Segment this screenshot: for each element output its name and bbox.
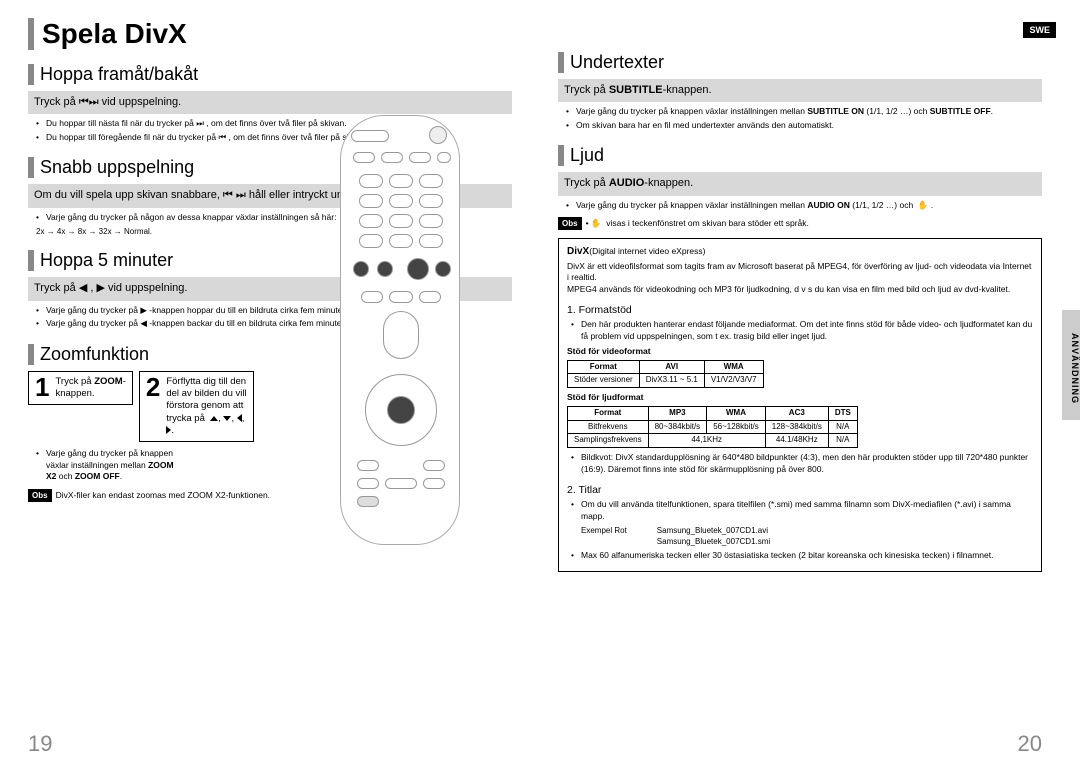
table-header: AVI [639, 360, 704, 374]
audio-table-label: Stöd för ljudformat [567, 392, 1033, 403]
table-header: MP3 [648, 406, 707, 420]
obs-badge: Obs [558, 217, 582, 230]
zoom-step-1: 1 Tryck på ZOOM-knappen. [28, 371, 133, 406]
page-right: SWE Undertexter Tryck på SUBTITLE-knappe… [540, 0, 1080, 763]
divx-h1: 1. Formatstöd [567, 303, 1033, 317]
step-text: Förflytta dig till dendel av bilden du v… [166, 376, 246, 438]
zoom-step-2: 2 Förflytta dig till dendel av bilden du… [139, 371, 254, 443]
section-skip: Hoppa framåt/bakåt [28, 64, 512, 85]
table-cell: N/A [828, 434, 857, 448]
divx-infobox: DivX(Digital internet video eXpress) Div… [558, 238, 1042, 572]
step-number: 2 [146, 376, 160, 399]
table-header: DTS [828, 406, 857, 420]
table-header: Format [568, 406, 649, 420]
audio-obs: Obs • ✋ visas i teckenfönstret om skivan… [558, 217, 1042, 230]
note-item: Varje gång du trycker på knappen växlar … [576, 200, 1042, 211]
skip-instruction: Tryck på ⏮⏭ vid uppspelning. [28, 91, 512, 114]
note-item: Varje gång du trycker på knappen växlar … [576, 106, 1042, 117]
divx-h2-note: Om du vill använda titelfunktionen, spar… [567, 499, 1033, 522]
table-header: WMA [704, 360, 763, 374]
table-cell: Bitfrekvens [568, 420, 649, 434]
note-item: Bildkvot: DivX standardupplösning är 640… [581, 452, 1033, 475]
main-title: Spela DivX [28, 18, 512, 50]
divx-title: DivX(Digital internet video eXpress) [567, 245, 1033, 259]
audio-instruction: Tryck på AUDIO-knappen. [558, 172, 1042, 195]
divx-h1-note: Den här produkten hanterar endast följan… [567, 319, 1033, 342]
note-item: Max 60 alfanumeriska tecken eller 30 öst… [581, 550, 1033, 561]
table-cell: Stöder versioner [568, 374, 640, 388]
subtitle-notes: Varje gång du trycker på knappen växlar … [558, 106, 1042, 131]
page-number-left: 19 [28, 731, 52, 757]
audio-notes: Varje gång du trycker på knappen växlar … [558, 200, 1042, 211]
language-badge: SWE [1023, 22, 1056, 38]
table-header: WMA [707, 406, 766, 420]
obs-text: DivX-filer kan endast zoomas med ZOOM X2… [56, 490, 270, 500]
table-header: Format [568, 360, 640, 374]
table-cell: V1/V2/V3/V7 [704, 374, 763, 388]
example-row: Exempel Rot Samsung_Bluetek_007CD1.avi S… [567, 526, 1033, 548]
table-cell: 80~384kbit/s [648, 420, 707, 434]
side-tab: ANVÄNDNING [1062, 310, 1080, 420]
video-table-label: Stöd för videoformat [567, 346, 1033, 357]
subtitle-instruction: Tryck på SUBTITLE-knappen. [558, 79, 1042, 102]
divx-h2-note2: Max 60 alfanumeriska tecken eller 30 öst… [567, 550, 1033, 561]
divx-h2: 2. Titlar [567, 483, 1033, 497]
section-subtitle: Undertexter [558, 52, 1042, 73]
note-item: Om skivan bara har en fil med undertexte… [576, 120, 1042, 131]
post-table-note: Bildkvot: DivX standardupplösning är 640… [567, 452, 1033, 475]
example-label: Exempel Rot [581, 526, 627, 548]
obs-text: • ✋ visas i teckenfönstret om skivan bar… [586, 218, 809, 229]
obs-badge: Obs [28, 489, 52, 502]
note-item: Om du vill använda titelfunktionen, spar… [581, 499, 1033, 522]
table-cell: N/A [828, 420, 857, 434]
page-number-right: 20 [1018, 731, 1042, 757]
table-header: AC3 [765, 406, 828, 420]
table-cell: 44,1KHz [648, 434, 765, 448]
table-cell: 128~384kbit/s [765, 420, 828, 434]
example-files: Samsung_Bluetek_007CD1.avi Samsung_Bluet… [657, 526, 770, 548]
audio-format-table: Format MP3 WMA AC3 DTS Bitfrekvens 80~38… [567, 406, 858, 448]
step-text: Tryck på ZOOM-knappen. [55, 376, 125, 401]
video-format-table: Format AVI WMA Stöder versioner DivX3.11… [567, 360, 764, 389]
table-cell: Samplingsfrekvens [568, 434, 649, 448]
remote-illustration [340, 115, 460, 545]
table-cell: 44.1/48KHz [765, 434, 828, 448]
divx-intro: DivX är ett videofilsformat som tagits f… [567, 261, 1033, 295]
note-item: Den här produkten hanterar endast följan… [581, 319, 1033, 342]
table-cell: 56~128kbit/s [707, 420, 766, 434]
page-left: Spela DivX Hoppa framåt/bakåt Tryck på ⏮… [0, 0, 540, 763]
table-cell: DivX3.11 ~ 5.1 [639, 374, 704, 388]
section-audio: Ljud [558, 145, 1042, 166]
step-number: 1 [35, 376, 49, 399]
